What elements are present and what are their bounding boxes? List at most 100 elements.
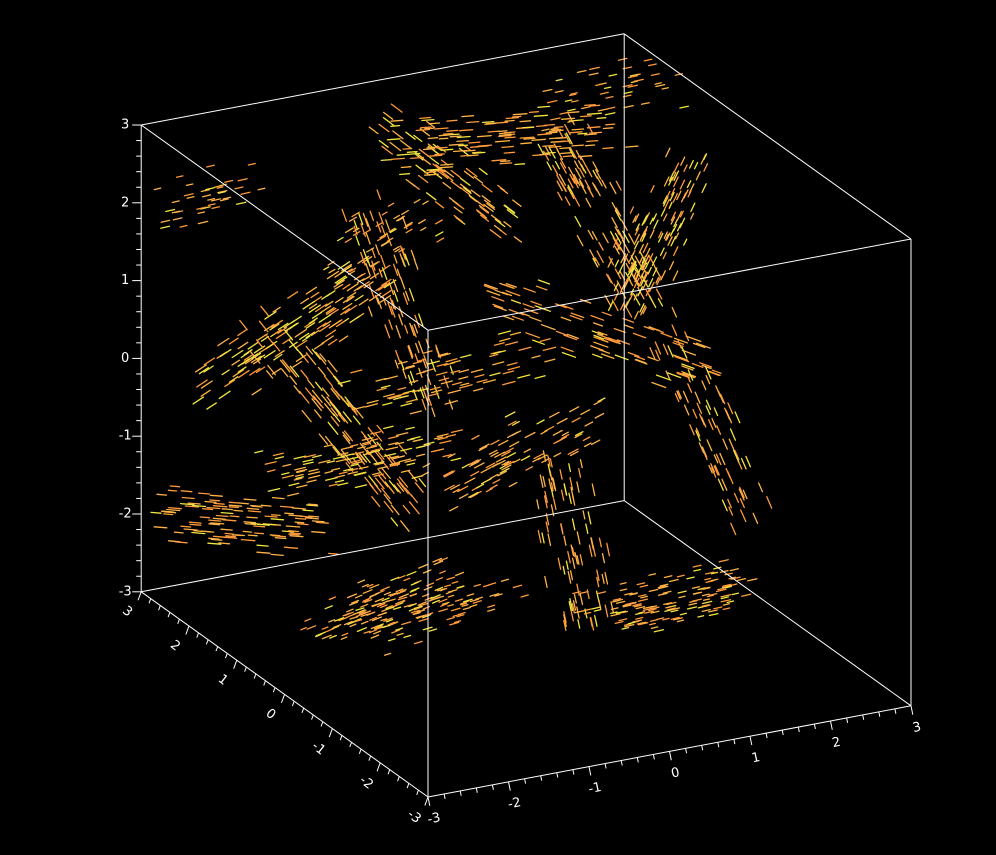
vector-arrow <box>456 614 465 618</box>
vector-arrow <box>386 138 401 141</box>
vector-arrow <box>550 117 561 121</box>
y-axis-minor-tick <box>196 632 200 638</box>
vector-arrow <box>556 417 568 425</box>
vector-arrow <box>632 73 641 77</box>
vector-arrow <box>469 145 480 148</box>
vector-arrow <box>415 164 427 174</box>
vector-arrow <box>568 601 572 612</box>
vector-arrow <box>409 410 422 415</box>
vector-arrow <box>363 435 372 445</box>
vector-arrow <box>601 311 612 317</box>
vector-arrow <box>316 322 327 330</box>
vector-arrow <box>392 245 400 251</box>
vector-arrow <box>274 456 285 460</box>
vector-arrow <box>627 84 638 88</box>
vector-arrow <box>564 99 573 102</box>
vector-arrow <box>539 474 544 488</box>
vector-arrow <box>569 598 574 612</box>
vector-arrow <box>418 477 427 488</box>
vector-arrow <box>670 211 677 222</box>
vector-arrow <box>429 156 440 165</box>
vector-arrow <box>456 139 470 143</box>
vector-arrow <box>255 339 264 349</box>
vector-arrow <box>434 219 443 225</box>
vector-arrow <box>338 335 349 343</box>
vector-arrow <box>698 442 705 454</box>
vector-arrow <box>679 612 688 616</box>
vector-arrow <box>378 612 388 616</box>
x-axis-minor-tick <box>443 793 446 799</box>
vector-arrow <box>591 483 596 497</box>
vector-arrow <box>219 348 232 358</box>
vector-arrow <box>237 369 250 379</box>
vector-arrow <box>334 275 347 284</box>
vector-arrow <box>673 176 679 188</box>
vector-arrow <box>539 338 551 343</box>
vector-arrow <box>386 232 392 247</box>
vector-arrow <box>373 624 383 630</box>
vector-arrow <box>717 478 724 491</box>
vector-arrow <box>602 127 614 130</box>
vector-arrow <box>619 302 625 311</box>
vector-arrow <box>334 479 345 483</box>
vector-arrow <box>635 616 644 620</box>
vector-arrow <box>370 431 381 435</box>
x-axis-major-tick <box>508 781 511 791</box>
vector-arrow <box>380 158 393 162</box>
vector-arrow <box>439 570 446 574</box>
vector-arrow <box>653 629 665 633</box>
vector-arrow <box>459 384 473 389</box>
vector-arrow <box>570 312 585 319</box>
vector-arrow <box>696 402 703 415</box>
vector-arrow <box>466 120 480 124</box>
vector-arrow <box>729 428 737 441</box>
vector-arrow <box>672 270 679 281</box>
y-axis-minor-tick <box>368 755 372 761</box>
vector-arrow <box>198 367 210 375</box>
vector-arrow <box>500 578 510 582</box>
vector-arrow <box>553 126 564 129</box>
vector-arrow <box>243 521 257 524</box>
vector-arrow <box>212 505 228 508</box>
vector-arrow <box>378 123 390 133</box>
vector-arrow <box>659 247 665 256</box>
vector-arrow <box>667 372 682 379</box>
vector-arrow <box>363 452 373 456</box>
vector-arrow <box>326 270 340 280</box>
vector-arrow <box>220 511 234 515</box>
vector-arrow <box>284 512 294 515</box>
vector-arrow <box>304 618 312 622</box>
vector-arrow <box>356 278 365 284</box>
vector-arrow <box>593 184 601 197</box>
vector-arrow <box>445 358 458 363</box>
vector-arrow <box>271 319 283 329</box>
vector-arrow <box>389 621 398 625</box>
vector-arrow <box>397 386 407 391</box>
vector-arrow <box>332 375 343 388</box>
vector-arrow <box>231 349 244 359</box>
vector-arrow <box>729 568 739 572</box>
vector-arrow <box>745 455 752 468</box>
vector-arrow <box>369 262 377 268</box>
vector-arrow <box>657 232 664 243</box>
vector-arrow <box>622 317 635 323</box>
vector-arrow <box>325 628 334 633</box>
vector-arrow <box>294 521 305 524</box>
vector-arrow <box>597 591 607 595</box>
vector-arrow <box>464 477 476 484</box>
vector-arrow <box>366 583 374 588</box>
vector-arrow <box>253 532 264 535</box>
vector-arrow <box>415 453 426 457</box>
vector-arrow <box>491 159 507 162</box>
vector-arrow <box>360 620 369 625</box>
vector-arrow <box>398 444 408 455</box>
vector-arrow <box>500 160 511 163</box>
vector-arrow <box>538 153 550 156</box>
vector-arrow <box>541 532 545 544</box>
vector-arrow <box>529 316 542 322</box>
vector-arrow <box>318 324 331 332</box>
vector-arrow <box>585 523 589 535</box>
vector-arrow <box>281 368 289 378</box>
vector-arrow <box>705 405 711 416</box>
vector-arrow <box>349 443 359 447</box>
